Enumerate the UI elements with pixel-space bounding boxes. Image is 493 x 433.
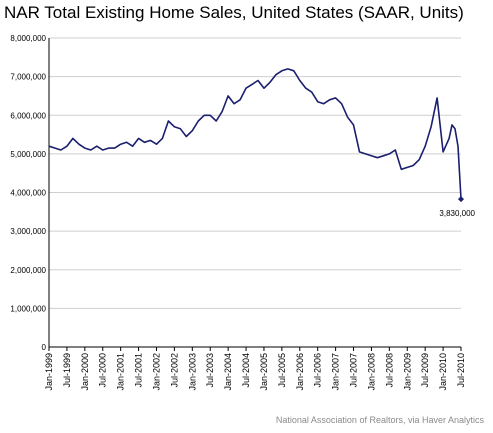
x-tick-label: Jul-1999	[62, 353, 72, 388]
x-tick-label: Jan-2010	[438, 353, 448, 391]
x-tick-label: Jan-1999	[44, 353, 54, 391]
x-tick-label: Jan-2004	[223, 353, 233, 391]
source-note: National Association of Realtors, via Ha…	[275, 415, 484, 425]
x-tick-label: Jul-2002	[169, 353, 179, 388]
x-tick-label: Jan-2008	[366, 353, 376, 391]
y-tick-label: 7,000,000	[10, 73, 46, 82]
x-tick-label: Jan-2002	[151, 353, 161, 391]
chart-title: NAR Total Existing Home Sales, United St…	[4, 3, 464, 22]
x-tick-label: Jan-2005	[259, 353, 269, 391]
y-tick-label: 4,000,000	[10, 189, 46, 198]
annotation-layer: 3,830,000	[439, 196, 476, 218]
y-tick-label: 2,000,000	[10, 266, 46, 275]
data-line	[48, 68, 462, 200]
x-tick-label: Jul-2004	[241, 353, 251, 388]
series-layer	[48, 68, 462, 200]
x-tick-label: Jul-2005	[277, 353, 287, 388]
y-tick-label: 8,000,000	[10, 34, 46, 43]
x-tick-label: Jul-2001	[134, 353, 144, 388]
x-tick-label: Jan-2009	[402, 353, 412, 391]
x-axis: Jan-1999 Jul-1999 Jan-2000 Jul-2000 Jan-2001…	[44, 346, 466, 391]
x-tick-label: Jan-2006	[295, 353, 305, 391]
y-tick-label: 0	[42, 343, 47, 352]
x-tick-label: Jan-2007	[331, 353, 341, 391]
x-tick-label: Jan-2000	[80, 353, 90, 391]
x-tick-label: Jan-2003	[187, 353, 197, 391]
x-tick-label: Jul-2009	[420, 353, 430, 388]
y-tick-label: 6,000,000	[10, 111, 46, 120]
gridlines	[49, 37, 461, 309]
x-tick-label: Jul-2007	[349, 353, 359, 388]
x-tick-label: Jan-2001	[116, 353, 126, 391]
x-tick-label: Jul-2000	[98, 353, 108, 388]
y-axis: 0 1,000,000 2,000,000 3,000,000 4,000,000 5,0…	[10, 34, 50, 352]
data-label: 3,830,000	[439, 209, 475, 218]
y-tick-label: 5,000,000	[10, 150, 46, 159]
x-tick-label: Jul-2010	[456, 353, 466, 388]
data-point-marker	[458, 196, 464, 203]
y-tick-label: 3,000,000	[10, 227, 46, 236]
y-tick-label: 1,000,000	[10, 304, 46, 313]
x-tick-label: Jul-2008	[384, 353, 394, 388]
x-tick-label: Jul-2006	[313, 353, 323, 388]
x-tick-label: Jul-2003	[205, 353, 215, 388]
